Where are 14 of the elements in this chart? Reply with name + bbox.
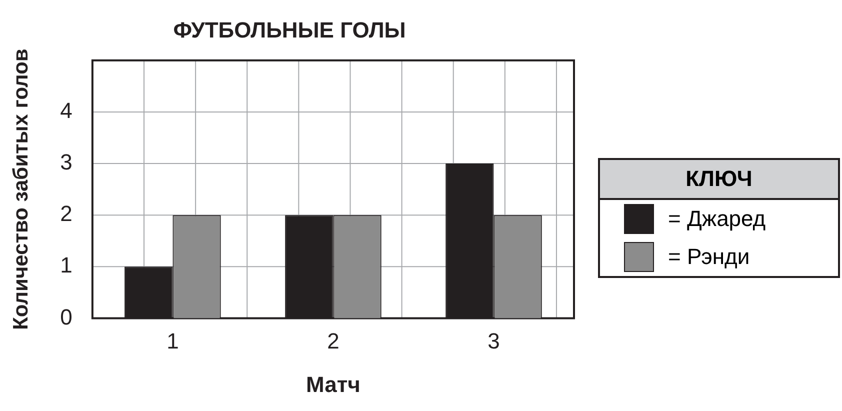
legend-title: КЛЮЧ [600,160,838,200]
legend-label: = Рэнди [668,244,750,270]
y-tick-label: 4 [60,98,72,124]
y-tick-label: 2 [60,201,72,226]
x-tick-label: 2 [327,328,340,354]
y-tick-label: 3 [60,150,72,175]
y-axis-title: Количество забитых голов [9,48,32,330]
chart-title: ФУТБОЛЬНЫЕ ГОЛЫ [173,17,406,42]
x-tick-label: 3 [488,328,500,354]
x-tick-label: 1 [166,328,179,354]
y-tick-label: 0 [60,304,72,330]
y-tick-label: 1 [60,252,72,278]
legend-label: = Джаред [668,206,766,232]
x-axis-title: Матч [306,372,360,397]
